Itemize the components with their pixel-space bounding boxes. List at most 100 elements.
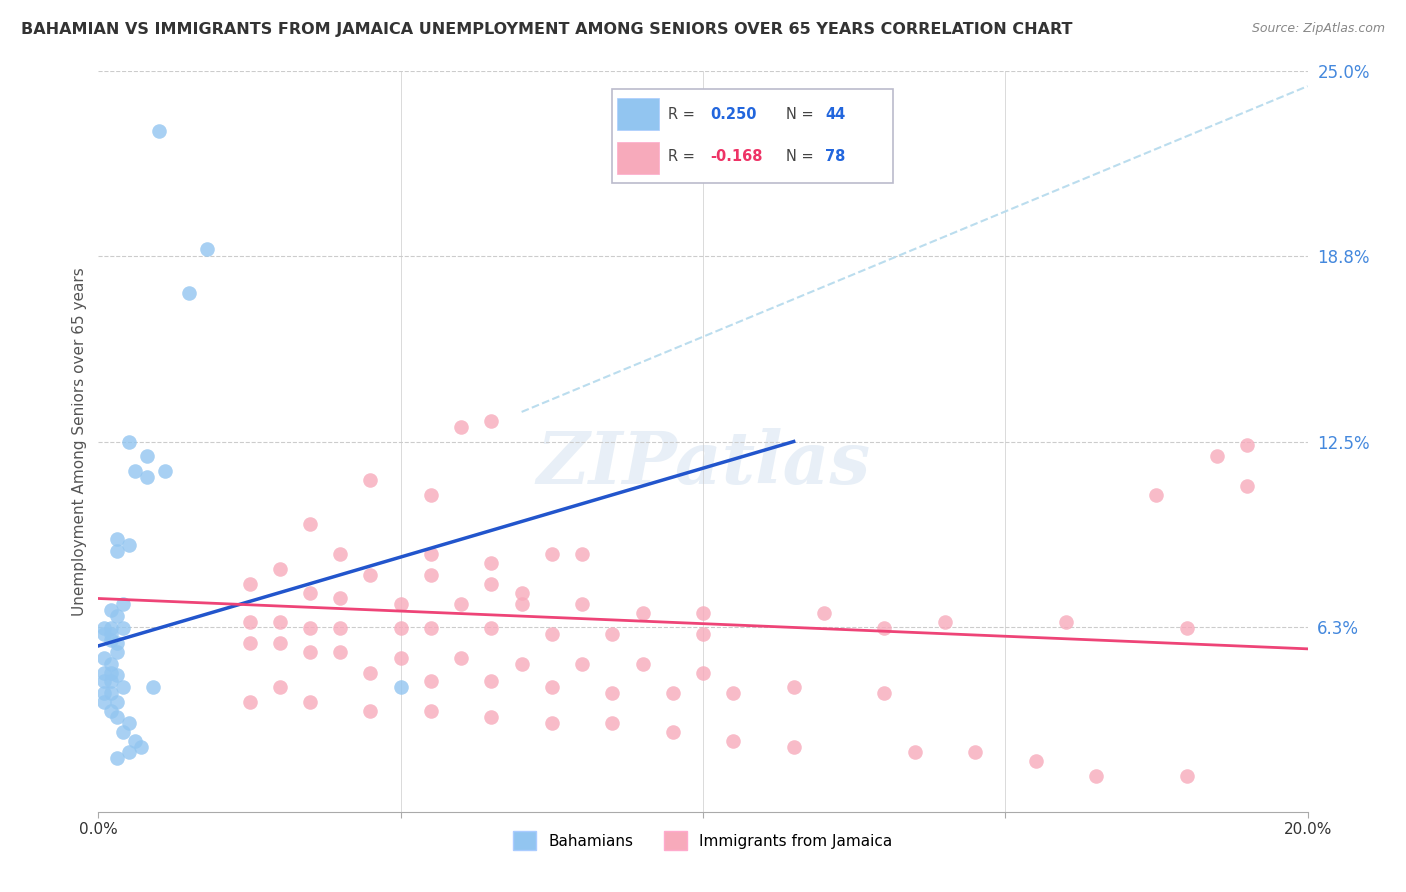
Point	[329, 547, 352, 561]
Point	[118, 746, 141, 760]
Point	[540, 715, 562, 730]
Point	[111, 598, 134, 612]
Text: N =: N =	[786, 149, 818, 164]
Point	[93, 665, 115, 680]
Point	[420, 567, 443, 582]
Point	[105, 533, 128, 547]
Point	[111, 621, 134, 635]
Point	[510, 657, 533, 671]
Point	[239, 695, 262, 709]
FancyBboxPatch shape	[612, 89, 893, 183]
Point	[450, 419, 472, 434]
Point	[692, 627, 714, 641]
Point	[124, 733, 146, 747]
Text: -0.168: -0.168	[710, 149, 762, 164]
Point	[540, 547, 562, 561]
Point	[329, 645, 352, 659]
Point	[329, 621, 352, 635]
Point	[135, 470, 157, 484]
Point	[100, 603, 122, 617]
Point	[100, 686, 122, 700]
Point	[269, 615, 291, 630]
Point	[481, 674, 503, 689]
Point	[965, 746, 987, 760]
Y-axis label: Unemployment Among Seniors over 65 years: Unemployment Among Seniors over 65 years	[72, 268, 87, 615]
Point	[93, 621, 115, 635]
Point	[179, 286, 201, 301]
Point	[100, 674, 122, 689]
Point	[105, 636, 128, 650]
Point	[299, 585, 322, 599]
Point	[450, 598, 472, 612]
Point	[389, 650, 412, 665]
Point	[100, 621, 122, 635]
Point	[148, 123, 170, 137]
Point	[481, 576, 503, 591]
Point	[329, 591, 352, 606]
Point	[239, 576, 262, 591]
Point	[873, 621, 896, 635]
Point	[1206, 450, 1229, 464]
Point	[420, 674, 443, 689]
Point	[360, 665, 382, 680]
Point	[129, 739, 152, 754]
Point	[420, 547, 443, 561]
Point	[299, 517, 322, 532]
Point	[571, 598, 593, 612]
Point	[105, 751, 128, 765]
Point	[723, 733, 745, 747]
Point	[105, 668, 128, 682]
Point	[481, 556, 503, 570]
Point	[299, 621, 322, 635]
Text: N =: N =	[786, 106, 818, 121]
Point	[135, 450, 157, 464]
Point	[299, 645, 322, 659]
Point	[93, 627, 115, 641]
Point	[93, 695, 115, 709]
Point	[299, 695, 322, 709]
FancyBboxPatch shape	[617, 142, 659, 175]
Point	[934, 615, 956, 630]
Point	[389, 621, 412, 635]
Point	[118, 715, 141, 730]
Point	[540, 681, 562, 695]
Point	[93, 674, 115, 689]
Point	[571, 657, 593, 671]
Point	[105, 609, 128, 624]
Point	[195, 242, 218, 256]
Point	[1144, 488, 1167, 502]
Point	[105, 645, 128, 659]
Point	[360, 473, 382, 487]
Point	[360, 704, 382, 718]
Point	[783, 739, 806, 754]
Point	[510, 585, 533, 599]
Point	[450, 650, 472, 665]
Point	[100, 627, 122, 641]
Point	[631, 607, 654, 621]
Point	[602, 627, 624, 641]
Point	[111, 681, 134, 695]
Text: 0.250: 0.250	[710, 106, 756, 121]
Point	[239, 615, 262, 630]
Text: 78: 78	[825, 149, 845, 164]
Point	[1175, 621, 1198, 635]
Point	[481, 414, 503, 428]
Point	[269, 562, 291, 576]
Legend: Bahamians, Immigrants from Jamaica: Bahamians, Immigrants from Jamaica	[508, 825, 898, 856]
Point	[118, 538, 141, 552]
Point	[93, 686, 115, 700]
Point	[420, 488, 443, 502]
Point	[118, 434, 141, 449]
Point	[1236, 437, 1258, 451]
Point	[904, 746, 927, 760]
Point	[111, 724, 134, 739]
Point	[723, 686, 745, 700]
Point	[100, 657, 122, 671]
Point	[360, 567, 382, 582]
Text: ZIPatlas: ZIPatlas	[536, 428, 870, 500]
Point	[873, 686, 896, 700]
Text: 44: 44	[825, 106, 845, 121]
Point	[389, 598, 412, 612]
Point	[602, 686, 624, 700]
Point	[481, 710, 503, 724]
